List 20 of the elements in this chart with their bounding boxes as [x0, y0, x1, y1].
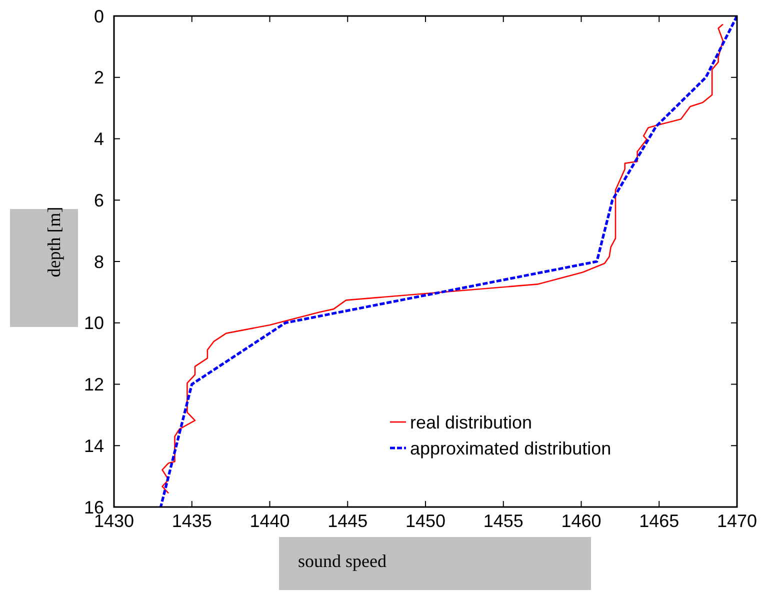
y-tick-label: 8 [94, 252, 104, 272]
y-tick-label: 2 [94, 68, 104, 88]
legend-label: approximated distribution [410, 438, 612, 458]
x-tick-label: 1435 [172, 511, 212, 531]
x-tick-label: 1440 [250, 511, 290, 531]
x-tick-label: 1445 [328, 511, 368, 531]
x-axis-title: sound speed [298, 551, 386, 571]
y-tick-label: 0 [94, 6, 104, 26]
x-tick-label: 1455 [483, 511, 524, 531]
x-tick-label: 1460 [561, 511, 602, 531]
y-tick-label: 6 [94, 190, 104, 210]
x-tick-label: 1470 [716, 511, 758, 531]
y-tick-label: 14 [84, 436, 104, 456]
y-tick-label: 10 [84, 313, 104, 334]
y-axis-title: depth [m] [44, 206, 64, 278]
legend-label: real distribution [410, 412, 532, 432]
y-tick-label: 12 [84, 374, 104, 395]
x-tick-label: 1465 [639, 511, 680, 531]
x-tick-label: 1450 [405, 511, 446, 531]
y-tick-label: 4 [94, 129, 104, 150]
